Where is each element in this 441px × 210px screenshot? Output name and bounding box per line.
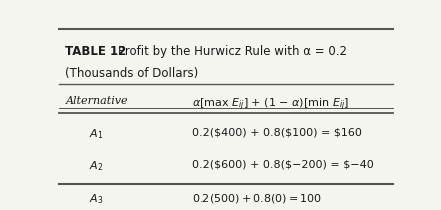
Text: 0.2($600) + 0.8($−200) = $−40: 0.2($600) + 0.8($−200) = $−40 bbox=[192, 159, 374, 169]
Text: Alternative: Alternative bbox=[65, 96, 128, 106]
Text: 0.2($400) + 0.8($100) = $160: 0.2($400) + 0.8($100) = $160 bbox=[192, 127, 362, 137]
Text: (Thousands of Dollars): (Thousands of Dollars) bbox=[65, 67, 198, 80]
Text: $A_2$: $A_2$ bbox=[89, 159, 104, 173]
Text: $A_1$: $A_1$ bbox=[89, 127, 104, 141]
Text: $\alpha$[max $E_{ij}$] + (1 $-$ $\alpha$)[min $E_{ij}$]: $\alpha$[max $E_{ij}$] + (1 $-$ $\alpha$… bbox=[192, 96, 349, 113]
Text: $A_3$: $A_3$ bbox=[89, 192, 104, 206]
Text: TABLE 12: TABLE 12 bbox=[65, 45, 127, 58]
Text: Profit by the Hurwicz Rule with α = 0.2: Profit by the Hurwicz Rule with α = 0.2 bbox=[118, 45, 348, 58]
Text: 0.2($500) + 0.8(0) = $100: 0.2($500) + 0.8(0) = $100 bbox=[192, 192, 322, 205]
